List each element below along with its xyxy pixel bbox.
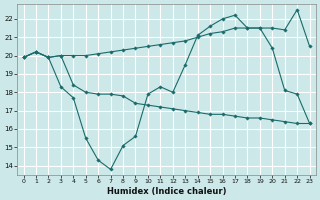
X-axis label: Humidex (Indice chaleur): Humidex (Indice chaleur): [107, 187, 226, 196]
